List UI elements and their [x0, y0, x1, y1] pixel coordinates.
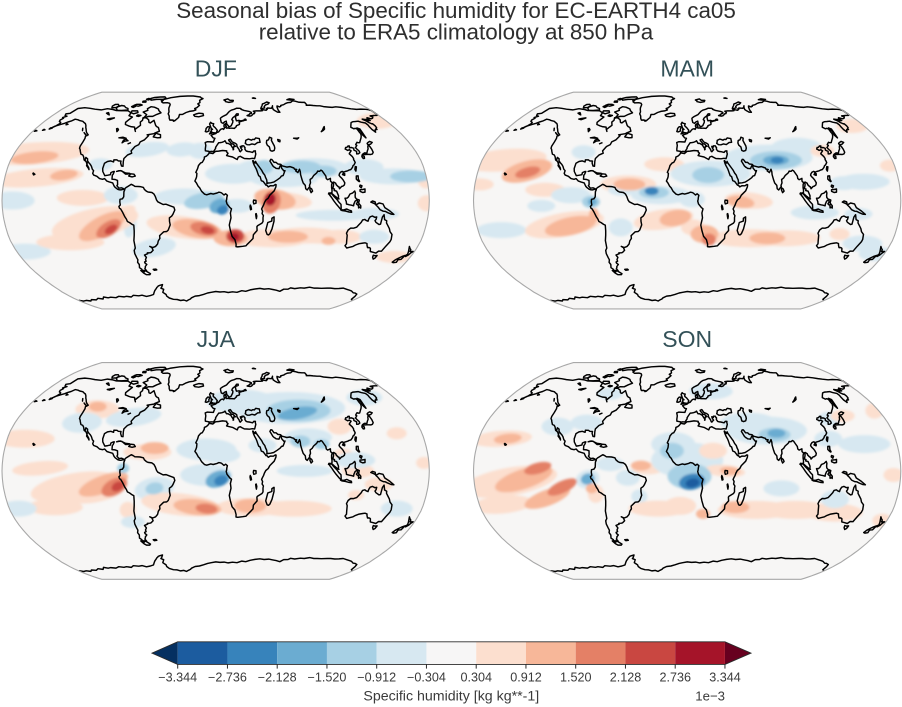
svg-text:−0.912: −0.912 [357, 671, 396, 685]
svg-text:−0.304: −0.304 [407, 671, 446, 685]
svg-text:0.304: 0.304 [460, 671, 492, 685]
svg-text:−2.128: −2.128 [258, 671, 297, 685]
svg-text:2.736: 2.736 [659, 671, 691, 685]
svg-text:−1.520: −1.520 [308, 671, 347, 685]
svg-text:relative to ERA5 climatology a: relative to ERA5 climatology at 850 hPa [259, 20, 654, 45]
svg-text:3.344: 3.344 [709, 671, 741, 685]
svg-text:1.520: 1.520 [560, 671, 592, 685]
svg-text:Specific humidity [kg kg**-1]: Specific humidity [kg kg**-1] [363, 689, 539, 705]
svg-text:JJA: JJA [197, 326, 236, 352]
svg-text:−3.344: −3.344 [158, 671, 197, 685]
svg-text:0.912: 0.912 [510, 671, 542, 685]
svg-text:Seasonal bias of Specific humi: Seasonal bias of Specific humidity for E… [176, 0, 736, 23]
svg-text:1e−3: 1e−3 [695, 689, 725, 704]
svg-text:MAM: MAM [660, 56, 714, 82]
svg-text:DJF: DJF [195, 56, 237, 82]
svg-text:−2.736: −2.736 [208, 671, 247, 685]
svg-text:SON: SON [662, 326, 712, 352]
svg-text:2.128: 2.128 [610, 671, 642, 685]
